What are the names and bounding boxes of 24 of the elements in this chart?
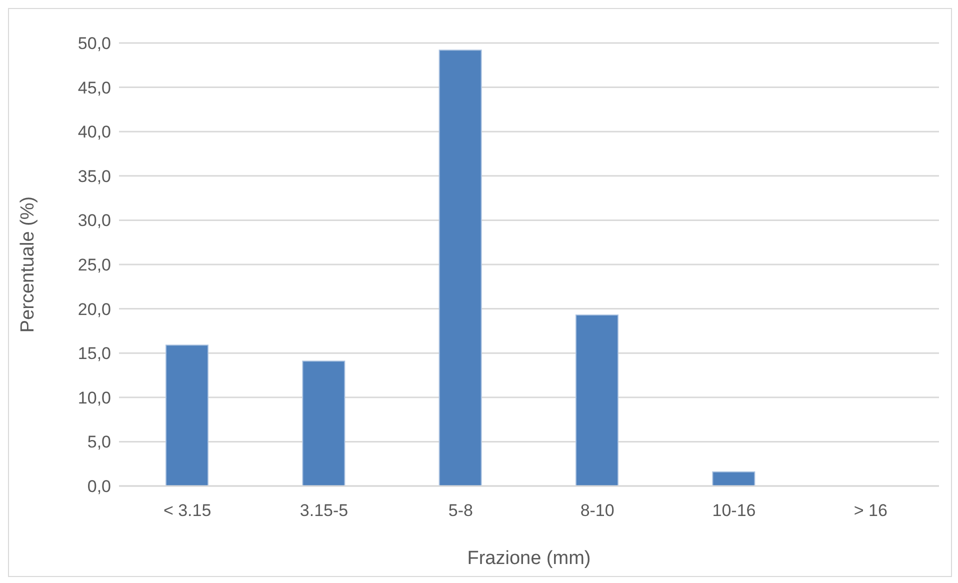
y-tick-label: 20,0 (78, 300, 111, 319)
y-tick-label: 45,0 (78, 78, 111, 98)
y-tick-label: 0,0 (87, 477, 111, 496)
y-tick-label: 30,0 (78, 211, 111, 230)
bar (302, 360, 346, 486)
y-tick-label: 25,0 (78, 256, 111, 275)
x-axis-title: Frazione (mm) (467, 548, 591, 569)
x-tick-label: < 3.15 (163, 501, 212, 520)
x-tick-label: 3.15-5 (300, 501, 348, 520)
x-tick-label: 10-16 (712, 501, 756, 520)
y-tick-label: 50,0 (78, 34, 111, 54)
x-tick-label: > 16 (854, 501, 888, 520)
y-tick-label: 10,0 (78, 388, 111, 408)
bar (166, 344, 208, 486)
bar (438, 50, 482, 486)
x-tick-label: 8-10 (580, 501, 614, 520)
y-tick-label: 35,0 (78, 166, 111, 186)
bar (712, 471, 756, 486)
bar (576, 314, 618, 486)
y-axis-title: Percentuale (%) (18, 196, 39, 333)
y-tick-label: 5,0 (87, 432, 111, 452)
x-tick-label: 5-8 (448, 501, 473, 520)
y-tick-label: 40,0 (78, 122, 111, 142)
y-tick-label: 15,0 (78, 344, 111, 364)
